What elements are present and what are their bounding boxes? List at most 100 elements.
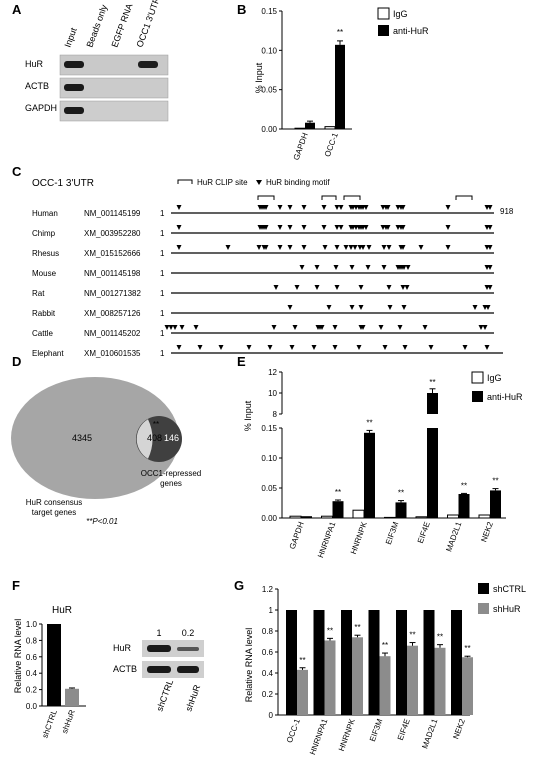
c-motif-triangle [385,225,391,230]
g-ytick-label: 1 [269,606,274,615]
e-ytick-label: 0.05 [261,484,277,493]
panel-a: Input Beads only EGFP RNA OCC1 3'UTR HuR… [25,0,169,122]
e-ytick-label: 12 [268,368,277,377]
blot-col-ctrl: shCTRL [154,678,175,712]
c-motif-triangle [176,245,182,250]
c-motif-triangle [363,225,369,230]
c-motif-triangle [445,225,451,230]
c-motif-triangle [256,245,262,250]
c-motif-triangle [400,285,406,290]
g-legend-ctrl: shCTRL [493,584,526,594]
e-sig: ** [461,481,467,490]
e-bar-igg [384,516,396,519]
c-species-start: 1 [160,229,165,238]
e-bar-igg [289,515,302,519]
c-species-name: Mouse [32,269,57,278]
g-sig: ** [409,631,415,640]
c-species-start: 1 [160,329,165,338]
e-sig: ** [335,488,341,497]
panel-b-chart: % Input IgG anti-HuR 0.00 0.05 0.10 0.15 GAP… [254,7,429,161]
f-ytick-label: 0.4 [26,669,38,678]
g-sig: ** [382,641,388,650]
c-motif-triangle [418,245,424,250]
c-motif-triangle [176,205,182,210]
venn-big-count: 4345 [72,433,92,443]
c-motif-triangle [400,245,406,250]
c-species-start: 1 [160,209,165,218]
c-species-name: Chimp [32,229,56,238]
panel-letter-e: E [237,354,246,369]
c-motif-triangle [487,265,493,270]
g-sig: ** [354,623,360,632]
blot-band-actb-shhur [177,666,199,673]
c-motif-triangle [400,225,406,230]
g-bar-ctrl [451,610,462,715]
e-legend-igg-swatch [471,371,484,384]
gel-row-hur: HuR [25,59,44,69]
g-bar-shhur [324,640,336,715]
c-end-label: 918 [500,207,514,216]
b-ytick-label: 0.05 [261,86,277,95]
e-ytick-label: 8 [273,410,278,419]
e-legend-igg: IgG [487,373,502,383]
c-motif-triangle [378,325,384,330]
c-motif-triangle [334,225,340,230]
gel-band-hur-occ1 [138,61,158,68]
c-motif-triangle [301,245,307,250]
c-motif-triangle [267,345,273,350]
panel-letter-a: A [12,2,22,17]
blot-band-hur-shhur [177,647,199,651]
g-ytick-label: 1.2 [262,585,274,594]
e-xtick-label: HNRNPA1 [316,520,338,559]
b-legend-anti-swatch [378,25,389,36]
c-motif-triangle [462,345,468,350]
c-motif-triangle [263,245,269,250]
c-motif-triangle [294,285,300,290]
c-clip-bracket [321,195,337,200]
c-motif-triangle [366,245,372,250]
c-species-accession: NM_001145198 [84,269,141,278]
c-clip-bracket [455,195,473,200]
blot-row-actb: ACTB [113,664,137,674]
f-ylabel: Relative RNA level [13,619,23,694]
g-xtick-label: NEK2 [451,717,467,740]
c-motif-triangle [404,285,410,290]
g-ylabel: Relative RNA level [244,628,254,703]
c-motif-triangle [360,245,366,250]
gel-band-actb-input [64,84,84,91]
blot-band-actb-ctrl [147,666,171,673]
c-motif-triangle [333,265,339,270]
f-ytick-label: 0.2 [26,686,38,695]
c-motif-triangle [358,285,364,290]
c-motif-triangle [422,325,428,330]
c-motif-triangle [385,205,391,210]
blot-band-hur-ctrl [147,645,171,652]
c-motif-triangle [487,225,493,230]
e-legend-anti-swatch [472,391,483,402]
e-bar-igg [321,515,333,519]
blot-col-shhur: shHuR [183,683,202,713]
b-sig: ** [337,28,343,37]
b-xtick-label: OCC-1 [323,131,340,158]
c-motif-triangle [349,305,355,310]
c-motif-triangle [332,345,338,350]
g-bar-ctrl [396,610,407,715]
c-species-accession: XM_010601535 [84,349,141,358]
e-xtick-label: EIF4E [416,521,432,545]
panel-e-chart: % Input IgG anti-HuR 0.00 0.05 0.10 0.15 8 10… [243,368,523,559]
c-motif-triangle [326,305,332,310]
g-xtick-label: HNRNPA1 [308,717,330,756]
c-motif-triangle [445,205,451,210]
c-motif-triangle [332,325,338,330]
c-species-accession: NM_001145199 [84,209,141,218]
c-clip-bracket [257,195,275,200]
b-legend-anti: anti-HuR [393,26,429,36]
b-legend-igg: IgG [393,9,408,19]
c-motif-triangle [365,265,371,270]
c-motif-triangle [319,325,325,330]
panel-letter-g: G [234,578,244,593]
c-motif-triangle [218,345,224,350]
c-motif-triangle [487,285,493,290]
blot-strip-hur [142,640,204,657]
c-legend-clip-bracket [177,179,193,184]
